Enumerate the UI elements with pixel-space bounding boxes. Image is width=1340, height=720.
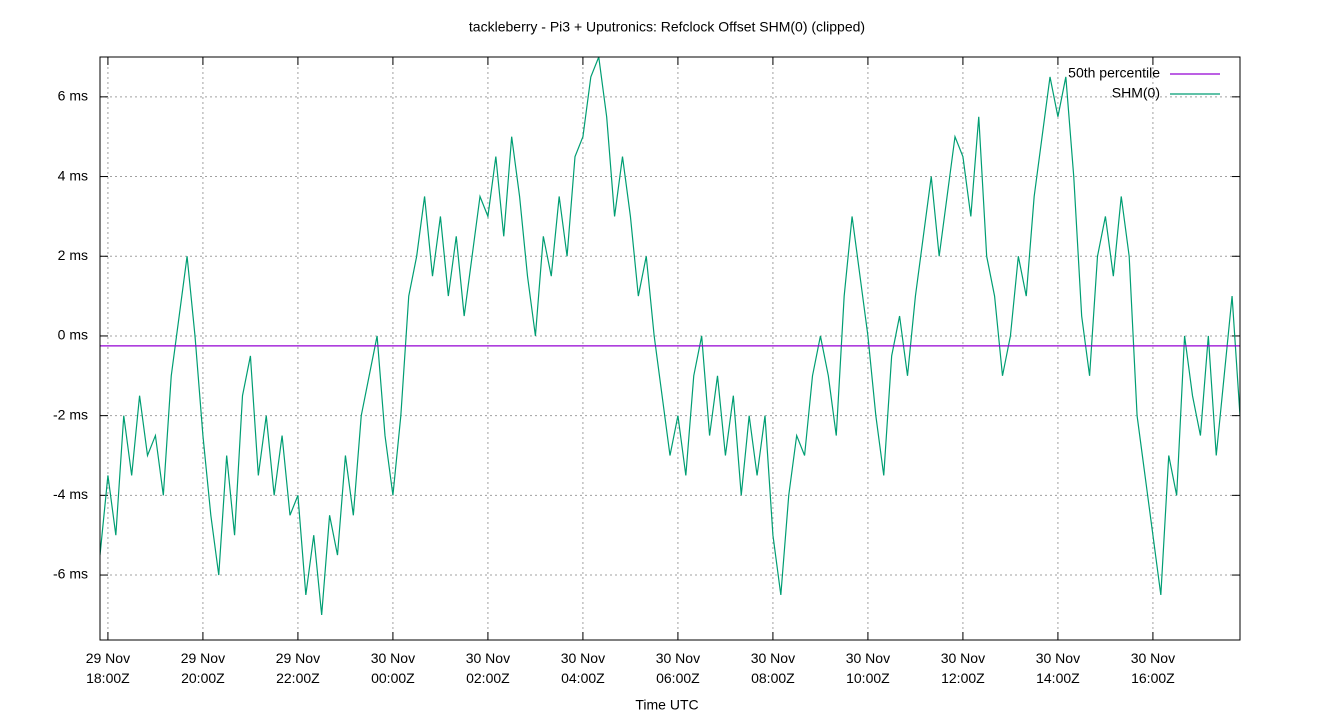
x-tick-label: 30 Nov 06:00Z — [655, 650, 701, 686]
x-tick-label: 29 Nov 22:00Z — [275, 650, 321, 686]
y-tick-label: 6 ms — [58, 88, 88, 104]
x-tick-label: 30 Nov 04:00Z — [560, 650, 606, 686]
x-tick-label: 30 Nov 14:00Z — [1035, 650, 1081, 686]
x-tick-label: 30 Nov 02:00Z — [465, 650, 511, 686]
x-tick-label: 30 Nov 00:00Z — [370, 650, 416, 686]
y-tick-label: 2 ms — [58, 247, 88, 263]
x-axis-label: Time UTC — [635, 697, 698, 713]
series-line — [100, 57, 1240, 615]
y-tick-label: -4 ms — [53, 486, 88, 502]
y-tick-label: -6 ms — [53, 566, 88, 582]
legend-label: 50th percentile — [1068, 65, 1160, 81]
chart-title: tackleberry - Pi3 + Uputronics: Refclock… — [469, 19, 865, 35]
y-tick-label: 4 ms — [58, 167, 88, 183]
x-tick-label: 29 Nov 20:00Z — [180, 650, 226, 686]
x-tick-label: 30 Nov 12:00Z — [940, 650, 986, 686]
x-tick-label: 30 Nov 16:00Z — [1130, 650, 1176, 686]
x-tick-label: 29 Nov 18:00Z — [85, 650, 131, 686]
plot-border — [99, 56, 1241, 641]
y-tick-label: 0 ms — [58, 327, 88, 343]
x-tick-label: 30 Nov 08:00Z — [750, 650, 796, 686]
grid: -6 ms -4 ms -2 ms 0 ms 2 ms 4 ms 6 ms — [53, 57, 1240, 640]
legend-label: SHM(0) — [1112, 85, 1160, 101]
legend: 50th percentile SHM(0) — [1068, 65, 1220, 101]
plot-area — [100, 57, 1240, 615]
y-tick-label: -2 ms — [53, 406, 88, 422]
x-tick-label: 30 Nov 10:00Z — [845, 650, 891, 686]
